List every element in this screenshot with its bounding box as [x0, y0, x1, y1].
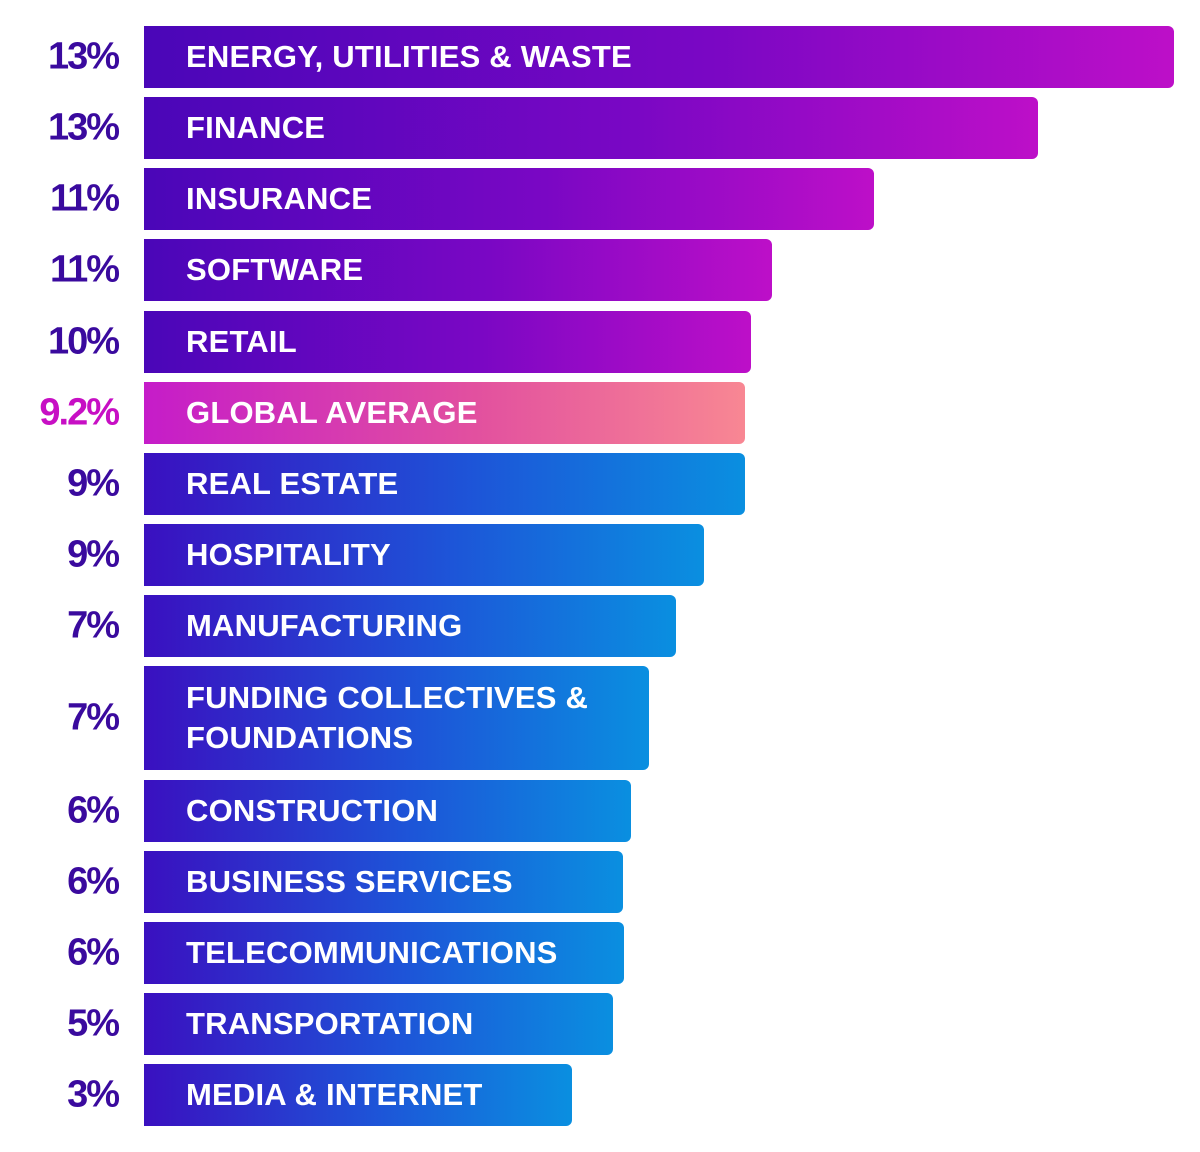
category-bar: TELECOMMUNICATIONS [144, 922, 624, 984]
category-bar: ENERGY, UTILITIES & WASTE [144, 26, 1174, 88]
value-label: 7% [67, 604, 120, 647]
category-bar: FINANCE [144, 97, 1038, 159]
value-label: 9.2% [39, 391, 120, 434]
category-label: MANUFACTURING [186, 608, 463, 643]
value-label: 9% [67, 462, 120, 505]
category-label: ENERGY, UTILITIES & WASTE [186, 39, 632, 74]
value-label: 7% [67, 696, 120, 739]
value-label: 13% [47, 106, 120, 149]
category-label: INSURANCE [186, 181, 373, 216]
category-bar: MEDIA & INTERNET [144, 1064, 572, 1126]
category-label: FUNDING COLLECTIVES & FOUNDATIONS [186, 680, 589, 755]
value-label: 6% [67, 860, 120, 903]
category-label: BUSINESS SERVICES [186, 864, 513, 899]
category-label: TELECOMMUNICATIONS [186, 935, 558, 970]
category-bar: TRANSPORTATION [144, 993, 613, 1055]
category-label: REAL ESTATE [186, 466, 399, 501]
category-bar: MANUFACTURING [144, 595, 676, 657]
category-bar: HOSPITALITY [144, 524, 704, 586]
value-label: 11% [50, 248, 120, 291]
category-label: RETAIL [186, 324, 297, 359]
category-label: CONSTRUCTION [186, 793, 439, 828]
value-label: 13% [47, 35, 120, 78]
category-label: TRANSPORTATION [186, 1006, 474, 1041]
value-label: 3% [67, 1073, 120, 1116]
value-label: 5% [67, 1002, 120, 1045]
category-bar: SOFTWARE [144, 239, 772, 301]
category-bar: REAL ESTATE [144, 453, 745, 515]
category-label: FINANCE [186, 110, 326, 145]
category-bar: BUSINESS SERVICES [144, 851, 623, 913]
value-label: 6% [67, 931, 120, 974]
value-label: 11% [50, 177, 120, 220]
category-bar: FUNDING COLLECTIVES & FOUNDATIONS [144, 666, 649, 770]
category-bar: RETAIL [144, 311, 751, 373]
value-label: 6% [67, 789, 120, 832]
average-bar: GLOBAL AVERAGE [144, 382, 745, 444]
category-bar: CONSTRUCTION [144, 780, 631, 842]
category-label: GLOBAL AVERAGE [186, 395, 478, 430]
category-label: SOFTWARE [186, 252, 364, 287]
value-label: 9% [67, 533, 120, 576]
value-label: 10% [47, 320, 120, 363]
category-bar: INSURANCE [144, 168, 874, 230]
category-label: HOSPITALITY [186, 537, 391, 572]
category-label: MEDIA & INTERNET [186, 1077, 483, 1112]
